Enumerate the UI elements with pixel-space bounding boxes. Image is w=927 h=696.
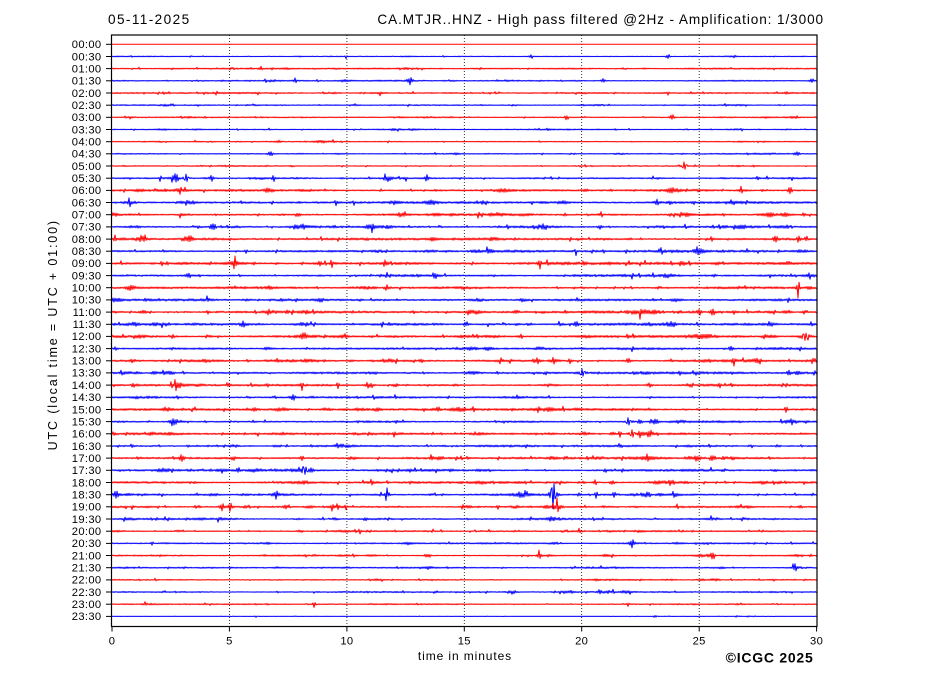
svg-text:00:00: 00:00 xyxy=(72,39,102,51)
svg-text:13:00: 13:00 xyxy=(72,356,102,368)
svg-text:10:30: 10:30 xyxy=(72,295,102,307)
svg-text:17:00: 17:00 xyxy=(72,453,102,465)
svg-text:14:00: 14:00 xyxy=(72,380,102,392)
svg-text:04:30: 04:30 xyxy=(72,149,102,161)
svg-text:UTC (local time = UTC + 01:00): UTC (local time = UTC + 01:00) xyxy=(46,219,60,450)
svg-text:07:00: 07:00 xyxy=(72,210,102,222)
svg-text:CA.MTJR..HNZ - High pass filte: CA.MTJR..HNZ - High pass filtered @2Hz -… xyxy=(377,12,824,27)
svg-text:16:00: 16:00 xyxy=(72,429,102,441)
svg-text:19:00: 19:00 xyxy=(72,502,102,514)
svg-text:09:30: 09:30 xyxy=(72,270,102,282)
svg-text:15:00: 15:00 xyxy=(72,404,102,416)
svg-text:21:30: 21:30 xyxy=(72,563,102,575)
svg-text:14:30: 14:30 xyxy=(72,392,102,404)
svg-text:20: 20 xyxy=(575,635,588,647)
svg-text:20:30: 20:30 xyxy=(72,538,102,550)
svg-text:22:00: 22:00 xyxy=(72,575,102,587)
svg-text:23:00: 23:00 xyxy=(72,599,102,611)
svg-text:00:30: 00:30 xyxy=(72,51,102,63)
svg-text:02:00: 02:00 xyxy=(72,88,102,100)
svg-text:18:30: 18:30 xyxy=(72,490,102,502)
svg-text:08:00: 08:00 xyxy=(72,234,102,246)
svg-text:13:30: 13:30 xyxy=(72,368,102,380)
svg-text:20:00: 20:00 xyxy=(72,526,102,538)
svg-text:time in minutes: time in minutes xyxy=(418,649,512,663)
svg-text:25: 25 xyxy=(693,635,706,647)
svg-text:01:00: 01:00 xyxy=(72,63,102,75)
svg-text:04:00: 04:00 xyxy=(72,137,102,149)
svg-text:07:30: 07:30 xyxy=(72,222,102,234)
svg-text:10:00: 10:00 xyxy=(72,283,102,295)
svg-text:©ICGC 2025: ©ICGC 2025 xyxy=(726,650,814,666)
svg-text:12:30: 12:30 xyxy=(72,343,102,355)
svg-text:05:00: 05:00 xyxy=(72,161,102,173)
svg-text:18:00: 18:00 xyxy=(72,477,102,489)
svg-text:06:30: 06:30 xyxy=(72,197,102,209)
svg-text:15: 15 xyxy=(458,635,471,647)
svg-text:02:30: 02:30 xyxy=(72,100,102,112)
svg-text:06:00: 06:00 xyxy=(72,185,102,197)
svg-text:16:30: 16:30 xyxy=(72,441,102,453)
svg-text:23:30: 23:30 xyxy=(72,611,102,623)
svg-text:12:00: 12:00 xyxy=(72,331,102,343)
svg-text:08:30: 08:30 xyxy=(72,246,102,258)
svg-text:21:00: 21:00 xyxy=(72,550,102,562)
svg-text:15:30: 15:30 xyxy=(72,416,102,428)
svg-text:03:30: 03:30 xyxy=(72,124,102,136)
svg-text:05:30: 05:30 xyxy=(72,173,102,185)
svg-text:03:00: 03:00 xyxy=(72,112,102,124)
svg-text:10: 10 xyxy=(340,635,353,647)
svg-text:05-11-2025: 05-11-2025 xyxy=(108,12,191,27)
svg-text:01:30: 01:30 xyxy=(72,76,102,88)
svg-text:5: 5 xyxy=(226,635,233,647)
svg-text:19:30: 19:30 xyxy=(72,514,102,526)
svg-text:17:30: 17:30 xyxy=(72,465,102,477)
svg-text:11:30: 11:30 xyxy=(73,319,102,331)
svg-text:0: 0 xyxy=(109,635,116,647)
svg-text:11:00: 11:00 xyxy=(73,307,102,319)
svg-text:30: 30 xyxy=(810,635,823,647)
svg-text:22:30: 22:30 xyxy=(72,587,102,599)
svg-text:09:00: 09:00 xyxy=(72,258,102,270)
